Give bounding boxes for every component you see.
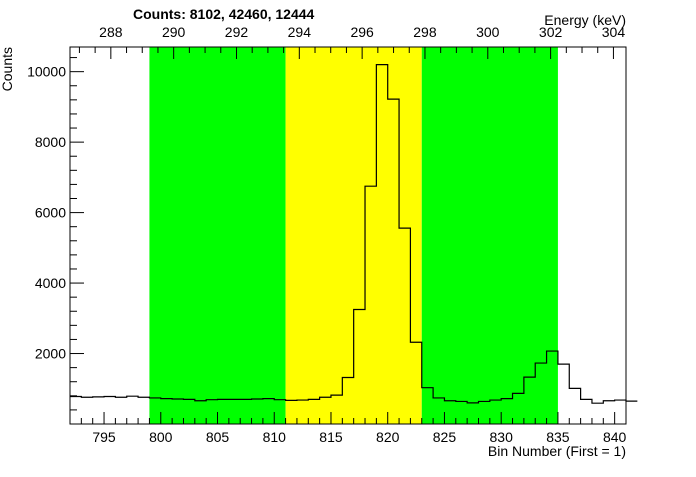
x-tick-label: 800 — [149, 429, 173, 445]
y-tick-label: 10000 — [27, 64, 66, 80]
histogram-line — [70, 64, 638, 404]
energy-tick-label: 304 — [602, 24, 626, 40]
axes-layer: 795 800 805 810 815 820 825 830 835 840 2000 4000 60… — [27, 24, 626, 445]
plot-frame — [69, 46, 627, 425]
energy-tick-label: 302 — [539, 24, 563, 40]
energy-tick-label: 292 — [225, 24, 249, 40]
x-tick-label: 815 — [319, 429, 343, 445]
x-tick-label: 840 — [603, 429, 627, 445]
energy-tick-label: 300 — [476, 24, 500, 40]
region-background-right — [421, 47, 558, 424]
x-tick-label: 830 — [490, 429, 514, 445]
x-tick-label: 835 — [546, 429, 570, 445]
y-tick-label: 8000 — [35, 134, 66, 150]
histogram-layer — [70, 64, 638, 404]
energy-tick-label: 288 — [99, 24, 123, 40]
energy-tick-label: 296 — [350, 24, 374, 40]
y-tick-label: 4000 — [35, 275, 66, 291]
x-tick-label: 795 — [92, 429, 116, 445]
y-axis-title: Counts — [0, 47, 15, 91]
y-tick-label: 2000 — [35, 346, 66, 362]
counts-title: Counts: 8102, 42460, 12444 — [133, 6, 315, 22]
energy-tick-label: 290 — [162, 24, 186, 40]
energy-axis-title: Energy (keV) — [544, 12, 626, 28]
x-tick-label: 820 — [376, 429, 400, 445]
y-tick-label: 6000 — [35, 205, 66, 221]
region-background-left — [149, 47, 286, 424]
x-tick-label: 805 — [206, 429, 230, 445]
energy-tick-label: 298 — [413, 24, 437, 40]
x-tick-label: 810 — [263, 429, 287, 445]
x-axis-title: Bin Number (First = 1) — [488, 443, 626, 459]
x-tick-label: 825 — [433, 429, 457, 445]
energy-tick-label: 294 — [288, 24, 312, 40]
